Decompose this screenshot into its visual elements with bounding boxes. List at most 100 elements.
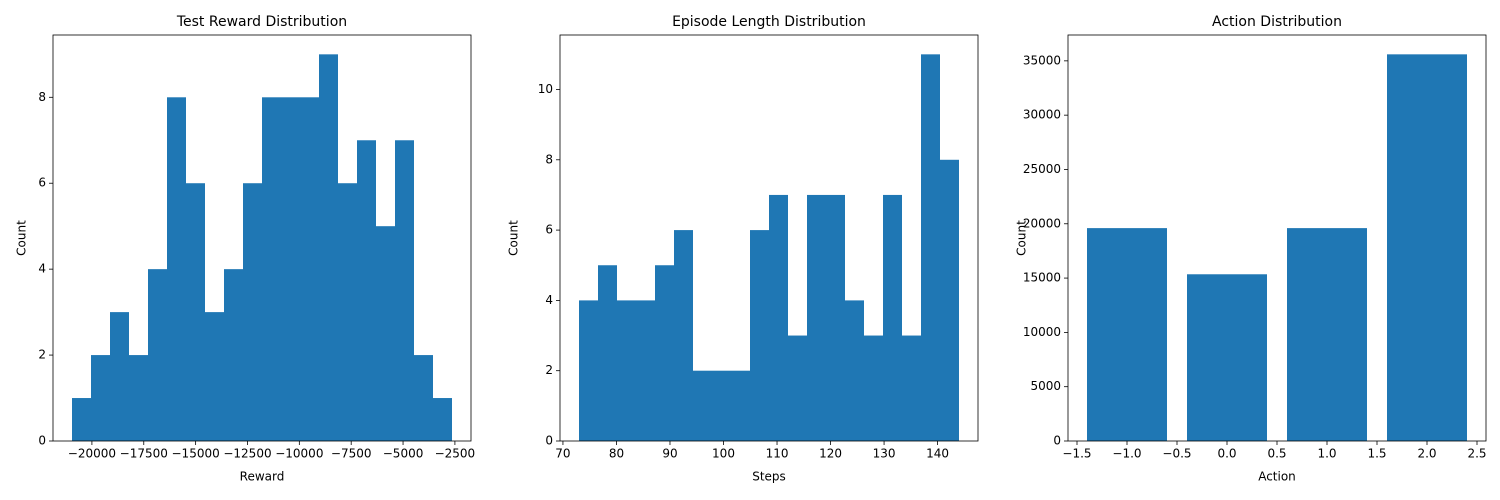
bar — [940, 159, 959, 441]
bar — [433, 398, 452, 441]
bar — [281, 97, 300, 441]
x-tick-label: −12500 — [223, 447, 271, 461]
y-tick-label: 10 — [538, 82, 553, 96]
bar — [826, 194, 845, 441]
bar — [788, 335, 807, 441]
x-tick-label: 140 — [926, 447, 949, 461]
x-tick-label: −2500 — [435, 447, 476, 461]
y-tick-label: 35000 — [1023, 53, 1061, 67]
y-tick-label: 8 — [545, 152, 553, 166]
x-tick-label: −1.5 — [1062, 447, 1091, 461]
x-tick-label: 130 — [873, 447, 896, 461]
bar — [338, 183, 357, 441]
x-tick-label: 90 — [662, 447, 677, 461]
bar — [598, 265, 617, 441]
bar — [750, 230, 769, 441]
x-tick-label: −7500 — [331, 447, 372, 461]
bar — [864, 335, 883, 441]
bar — [579, 300, 598, 441]
bar — [1087, 228, 1167, 441]
x-tick-label: 80 — [609, 447, 624, 461]
bar — [243, 183, 262, 441]
bar — [655, 265, 674, 441]
y-tick-label: 2 — [545, 363, 553, 377]
bar — [357, 140, 376, 441]
x-tick-label: −0.5 — [1162, 447, 1191, 461]
x-tick-label: 70 — [555, 447, 570, 461]
bar — [414, 355, 433, 441]
y-axis-label: Count — [1015, 220, 1029, 256]
bar — [186, 183, 205, 441]
y-tick-label: 2 — [38, 348, 46, 362]
bar — [769, 194, 788, 441]
y-tick-label: 15000 — [1023, 271, 1061, 285]
bar — [902, 335, 921, 441]
bar — [110, 312, 129, 441]
y-tick-label: 25000 — [1023, 162, 1061, 176]
chart-title: Action Distribution — [1212, 14, 1342, 30]
y-tick-label: 4 — [545, 293, 553, 307]
x-tick-label: 120 — [819, 447, 842, 461]
y-tick-label: 8 — [38, 90, 46, 104]
bar — [883, 194, 902, 441]
y-tick-label: 20000 — [1023, 216, 1061, 230]
x-tick-label: 1.0 — [1317, 447, 1336, 461]
y-tick-label: 6 — [545, 223, 553, 237]
bar — [1187, 274, 1267, 441]
bar — [1287, 228, 1367, 441]
bar — [300, 97, 319, 441]
chart-title: Test Reward Distribution — [176, 14, 347, 30]
bar — [731, 370, 750, 441]
bar — [205, 312, 224, 441]
x-tick-label: 100 — [712, 447, 735, 461]
y-tick-label: 0 — [1053, 434, 1061, 448]
x-tick-label: 2.5 — [1467, 447, 1486, 461]
x-tick-label: 110 — [766, 447, 789, 461]
chart-title: Episode Length Distribution — [672, 14, 866, 30]
x-tick-label: −5000 — [383, 447, 424, 461]
bar — [712, 370, 731, 441]
bar — [129, 355, 148, 441]
bar — [376, 226, 395, 441]
bar — [807, 194, 826, 441]
bar — [845, 300, 864, 441]
x-tick-label: 1.5 — [1367, 447, 1386, 461]
y-tick-label: 6 — [38, 176, 46, 190]
y-axis-label: Count — [15, 220, 29, 256]
bar — [693, 370, 712, 441]
x-axis-label: Steps — [752, 470, 786, 484]
y-tick-label: 0 — [38, 434, 46, 448]
bar — [636, 300, 655, 441]
x-tick-label: −17500 — [120, 447, 168, 461]
bar — [148, 269, 167, 441]
y-tick-label: 4 — [38, 262, 46, 276]
y-tick-label: 30000 — [1023, 108, 1061, 122]
bar — [72, 398, 91, 441]
x-axis-label: Action — [1258, 470, 1296, 484]
x-tick-label: −1.0 — [1112, 447, 1141, 461]
x-tick-label: 0.5 — [1267, 447, 1286, 461]
bar — [674, 230, 693, 441]
y-tick-label: 10000 — [1023, 325, 1061, 339]
x-tick-label: −20000 — [68, 447, 116, 461]
bar — [262, 97, 281, 441]
axes-frame — [559, 34, 979, 442]
bar — [395, 140, 414, 441]
bar — [921, 54, 940, 441]
y-tick-label: 5000 — [1030, 379, 1061, 393]
x-axis-label: Reward — [240, 470, 285, 484]
y-axis-label: Count — [507, 220, 521, 256]
x-tick-label: −10000 — [275, 447, 323, 461]
y-tick-label: 0 — [545, 434, 553, 448]
bar — [224, 269, 243, 441]
bar — [319, 54, 338, 441]
x-tick-label: 0.0 — [1217, 447, 1236, 461]
x-tick-label: −15000 — [172, 447, 220, 461]
bar — [91, 355, 110, 441]
bar — [617, 300, 636, 441]
bar — [1387, 54, 1467, 441]
x-tick-label: 2.0 — [1417, 447, 1436, 461]
bar — [167, 97, 186, 441]
axes-frame — [52, 34, 472, 442]
